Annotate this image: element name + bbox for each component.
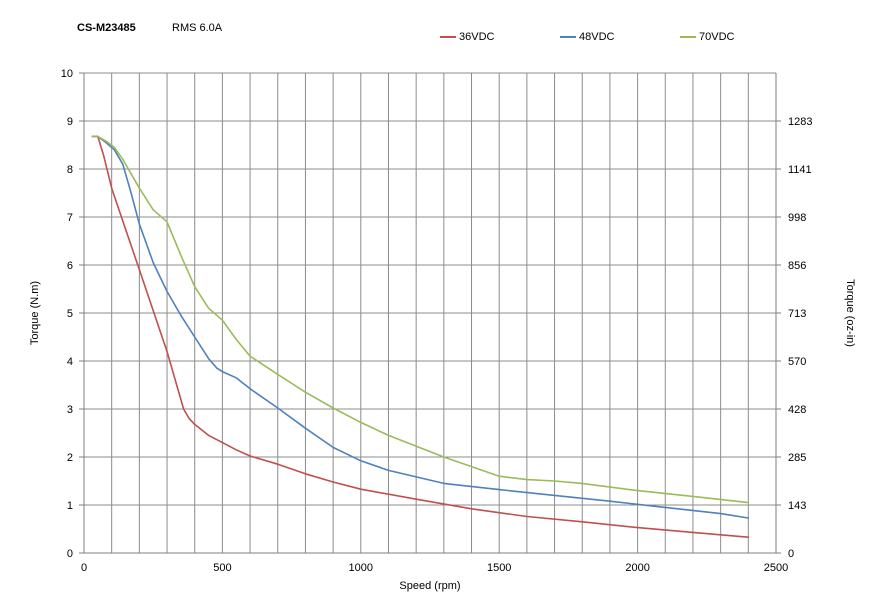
- y-tick-label: 7: [67, 212, 73, 224]
- legend-swatch-36vdc: [440, 36, 456, 38]
- x-tick-label: 2000: [625, 562, 649, 574]
- legend-item-36vdc: 36VDC: [440, 31, 560, 43]
- x-tick-label: 1500: [487, 562, 511, 574]
- legend-label-48vdc: 48VDC: [579, 31, 615, 43]
- chart-current-subtitle: RMS 6.0A: [172, 22, 223, 34]
- y-tick-label: 4: [67, 356, 73, 368]
- y2-tick-label: 1141: [788, 164, 812, 176]
- y-tick-label: 1: [67, 500, 73, 512]
- y-axis-title: Torque (N.m): [29, 281, 41, 345]
- y-tick-label: 9: [67, 116, 73, 128]
- y2-tick-label: 570: [788, 356, 806, 368]
- legend-item-70vdc: 70VDC: [680, 31, 800, 43]
- y2-tick-label: 0: [788, 548, 794, 560]
- y2-tick-label: 856: [788, 260, 806, 272]
- x-axis-title: Speed (rpm): [399, 580, 460, 592]
- chart-legend: 36VDC 48VDC 70VDC: [440, 31, 800, 43]
- y2-tick-label: 143: [788, 500, 806, 512]
- y-tick-label: 8: [67, 164, 73, 176]
- legend-label-70vdc: 70VDC: [699, 31, 735, 43]
- y-tick-label: 3: [67, 404, 73, 416]
- y-tick-label: 5: [67, 308, 73, 320]
- series-line-48vdc: [91, 135, 750, 519]
- x-tick-label: 0: [81, 562, 87, 574]
- legend-swatch-48vdc: [560, 36, 576, 38]
- y2-tick-label: 1283: [788, 116, 812, 128]
- legend-item-48vdc: 48VDC: [560, 31, 680, 43]
- y2-tick-label: 713: [788, 308, 806, 320]
- y2-tick-label: 285: [788, 452, 806, 464]
- y-tick-label: 6: [67, 260, 73, 272]
- y2-axis-title: Torque (oz-in): [844, 279, 856, 347]
- series-line-36vdc: [91, 135, 750, 539]
- y-tick-label: 2: [67, 452, 73, 464]
- y-tick-label: 10: [61, 68, 73, 80]
- x-tick-label: 500: [213, 562, 231, 574]
- x-tick-label: 1000: [349, 562, 373, 574]
- chart-model-title: CS-M23485: [77, 22, 136, 34]
- y2-tick-label: 428: [788, 404, 806, 416]
- legend-swatch-70vdc: [680, 36, 696, 38]
- y-tick-label: 0: [67, 548, 73, 560]
- x-tick-label: 2500: [764, 562, 788, 574]
- legend-label-36vdc: 36VDC: [459, 31, 495, 43]
- series-line-70vdc: [91, 135, 750, 504]
- y2-tick-label: 998: [788, 212, 806, 224]
